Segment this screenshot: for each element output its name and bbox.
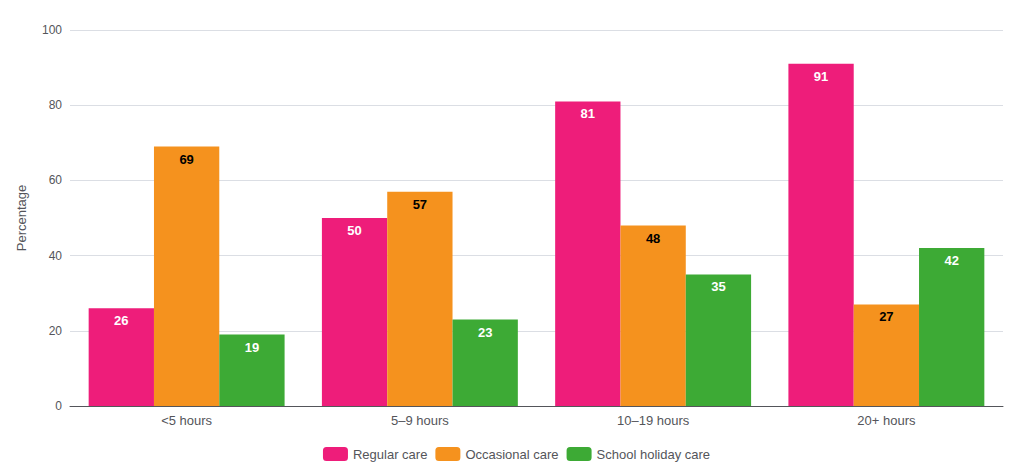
svg-text:5–9 hours: 5–9 hours: [391, 413, 449, 428]
svg-text:10–19 hours: 10–19 hours: [617, 413, 690, 428]
svg-text:91: 91: [814, 69, 828, 84]
svg-text:20+ hours: 20+ hours: [857, 413, 916, 428]
svg-text:48: 48: [646, 231, 660, 246]
svg-text:81: 81: [581, 106, 595, 121]
svg-text:57: 57: [413, 197, 427, 212]
svg-text:69: 69: [179, 152, 193, 167]
svg-text:80: 80: [49, 98, 63, 112]
svg-text:40: 40: [49, 249, 63, 263]
svg-text:26: 26: [114, 313, 128, 328]
svg-text:School holiday care: School holiday care: [597, 447, 710, 462]
svg-text:23: 23: [478, 325, 492, 340]
svg-text:27: 27: [879, 309, 893, 324]
svg-text:100: 100: [42, 23, 62, 37]
svg-text:35: 35: [711, 279, 725, 294]
svg-text:<5 hours: <5 hours: [161, 413, 212, 428]
svg-text:42: 42: [944, 253, 958, 268]
svg-text:Percentage: Percentage: [14, 185, 29, 252]
svg-text:19: 19: [245, 340, 259, 355]
svg-text:20: 20: [49, 324, 63, 338]
svg-text:Occasional care: Occasional care: [465, 447, 558, 462]
svg-text:Regular care: Regular care: [353, 447, 427, 462]
svg-text:50: 50: [347, 223, 361, 238]
svg-text:60: 60: [49, 173, 63, 187]
svg-text:0: 0: [55, 399, 62, 413]
